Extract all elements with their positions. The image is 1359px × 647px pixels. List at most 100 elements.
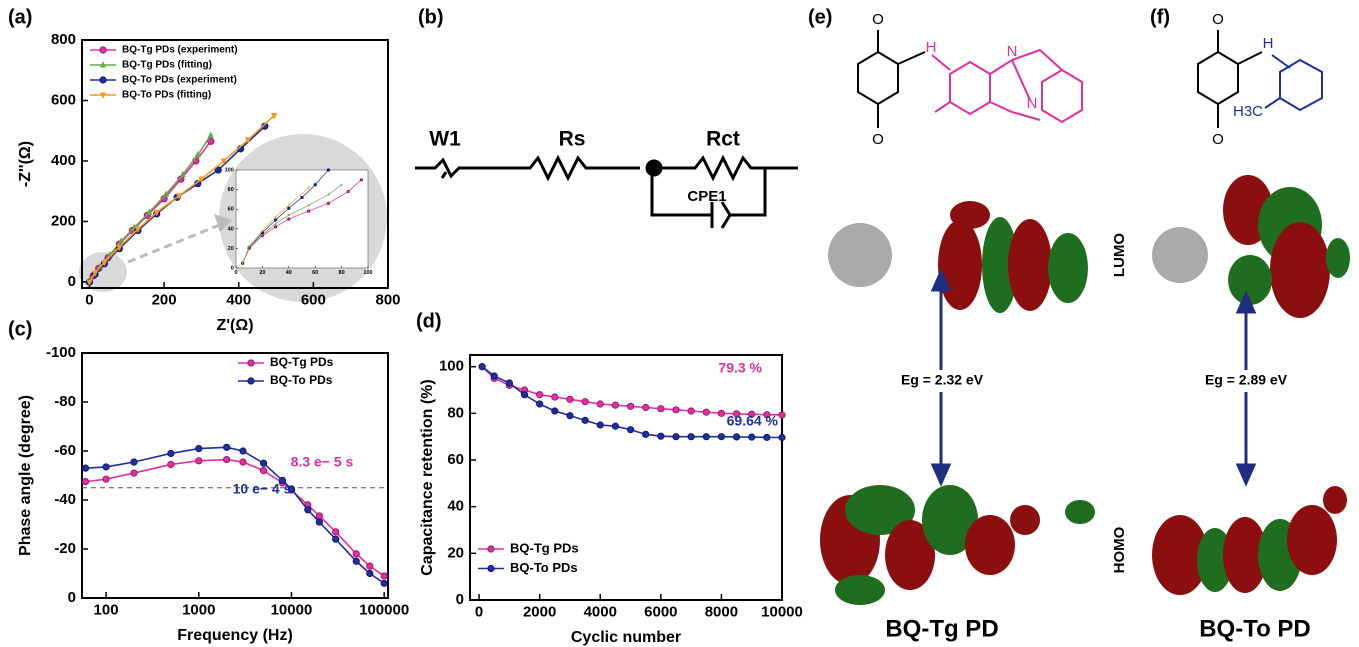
gap-label: Eg = 2.89 eV [1205, 372, 1288, 388]
panel-label: (a) [8, 6, 32, 28]
point [582, 417, 588, 423]
point [260, 467, 266, 473]
panel-label: (e) [808, 6, 832, 28]
legend-label: BQ-To PDs [510, 560, 578, 575]
point [103, 476, 109, 482]
point [612, 402, 618, 408]
y-tick-label: 0 [456, 591, 464, 608]
x-tick-label: 100 [94, 602, 119, 619]
annotation: 69.64 % [727, 413, 779, 429]
point [536, 401, 542, 407]
point [332, 536, 338, 542]
annotation: 79.3 % [718, 360, 762, 376]
point [103, 464, 109, 470]
point [381, 573, 387, 579]
x-tick-label: 80 [339, 270, 345, 276]
atom-label: H3C [1233, 103, 1263, 120]
point [353, 558, 359, 564]
legend-label: BQ-Tg PDs (experiment) [122, 45, 238, 56]
y-tick-label: -20 [54, 540, 76, 557]
element-label: Rs [559, 128, 586, 151]
y-tick-label: -60 [54, 442, 76, 459]
point [288, 207, 290, 209]
y-tick-label: 40 [447, 498, 464, 515]
x-tick-label: 100 [363, 270, 372, 276]
y-tick-label: 20 [228, 246, 234, 252]
wire [415, 158, 640, 178]
x-tick-label: 4000 [584, 604, 617, 621]
point [779, 412, 785, 418]
gap-label: Eg = 2.32 eV [901, 372, 984, 388]
point [327, 169, 329, 171]
point [240, 448, 246, 454]
point [353, 551, 359, 557]
x-tick-label: 400 [226, 292, 251, 309]
point [552, 394, 558, 400]
point [567, 396, 573, 402]
y-tick-label: 0 [68, 273, 76, 290]
y-tick-label: -40 [54, 491, 76, 508]
element-label: Rct [706, 128, 740, 151]
series-line [86, 460, 385, 576]
point [223, 456, 229, 462]
atom-label: H [926, 39, 937, 56]
element-label: CPE1 [687, 188, 726, 205]
y-tick-label: 60 [228, 207, 234, 213]
point [552, 408, 558, 414]
point [223, 444, 229, 450]
atom-label: N [1027, 95, 1038, 112]
y-tick-label: 0 [231, 265, 234, 271]
point [260, 460, 266, 466]
atom-label: O [872, 131, 884, 148]
point [658, 405, 664, 411]
panel-label: (f) [1150, 6, 1170, 28]
x-tick-label: 60 [312, 270, 318, 276]
point [327, 202, 329, 204]
point [479, 363, 485, 369]
point [718, 410, 724, 416]
point [82, 465, 88, 471]
x-axis-label: Z'(Ω) [216, 317, 253, 334]
point [597, 401, 603, 407]
legend-marker [100, 77, 106, 83]
molecule-panel: (e) O H N N O LUMO Eg = 2.32 eV HOMO BQ-… [808, 6, 1128, 642]
plot-frame [82, 353, 388, 598]
x-tick-label: 1000 [182, 602, 215, 619]
y-tick-label: -80 [54, 393, 76, 410]
point [307, 210, 309, 212]
y-tick-label: 20 [447, 544, 464, 561]
point [733, 434, 739, 440]
point [779, 434, 785, 440]
point [764, 434, 770, 440]
point [381, 580, 387, 586]
atom-label: H [1263, 35, 1274, 52]
homo-orbital [1152, 486, 1347, 595]
y-axis-label: Phase angle (degree) [17, 395, 34, 556]
point [688, 408, 694, 414]
legend-marker [488, 546, 494, 552]
homo-orbital [820, 485, 1095, 605]
point [749, 434, 755, 440]
point [360, 179, 362, 181]
point [567, 412, 573, 418]
panel-label: (d) [416, 310, 442, 332]
molecule-name: BQ-To PD [1199, 615, 1311, 642]
point [688, 433, 694, 439]
x-tick-label: 600 [301, 292, 326, 309]
point [208, 131, 214, 137]
orbital-label: HOMO [1111, 526, 1128, 573]
point [316, 519, 322, 525]
x-tick-label: 10000 [761, 604, 803, 621]
x-tick-label: 800 [375, 292, 400, 309]
x-axis-label: Frequency (Hz) [177, 627, 293, 644]
x-tick-label: 0 [475, 604, 483, 621]
legend-label: BQ-To PDs [270, 373, 333, 387]
y-axis-label: Capacitance retention (%) [419, 379, 436, 575]
y-tick-label: 40 [228, 226, 234, 232]
point [288, 218, 290, 220]
y-axis-label: -Z''(Ω) [17, 141, 34, 187]
legend-marker [100, 47, 106, 53]
molecule-name: BQ-Tg PD [885, 615, 998, 642]
atom-label: O [1212, 131, 1224, 148]
y-tick-label: 200 [51, 212, 76, 229]
